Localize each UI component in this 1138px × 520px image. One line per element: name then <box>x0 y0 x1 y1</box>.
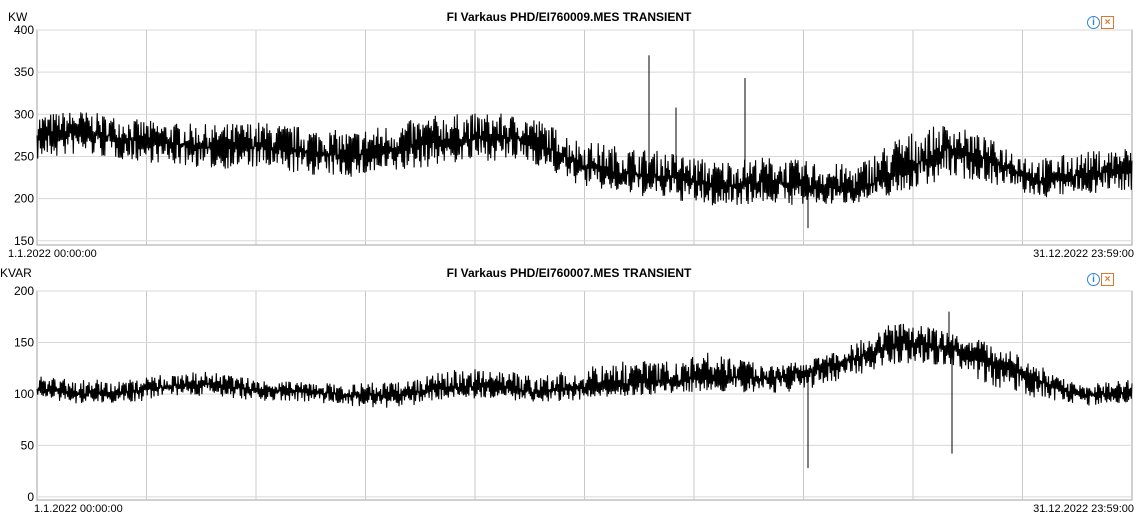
y-tick-label: 50 <box>21 438 35 452</box>
chart-panel-kw: 150 200 250 300 350 400 KW FI Varkaus PHD/EI7… <box>8 10 1134 260</box>
y-tick-label: 150 <box>14 234 34 248</box>
y-unit-label: KVAR <box>0 266 32 280</box>
series-line <box>36 323 1133 408</box>
close-icon[interactable]: × <box>1101 16 1114 29</box>
y-tick-label: 250 <box>14 149 34 163</box>
x-start-label: 1.1.2022 00:00:00 <box>8 248 97 260</box>
chart-title: FI Varkaus PHD/EI760007.MES TRANSIENT <box>446 266 692 280</box>
info-icon[interactable]: i <box>1087 273 1100 286</box>
kw-chart-svg: 150 200 250 300 350 400 <box>14 23 1133 248</box>
chart-title: FI Varkaus PHD/EI760009.MES TRANSIENT <box>446 10 692 24</box>
y-tick-label: 150 <box>14 335 34 349</box>
x-start-label: 1.1.2022 00:00:00 <box>34 503 123 515</box>
y-tick-label: 200 <box>14 284 34 298</box>
kvar-chart-svg: 0 50 100 150 200 <box>14 284 1133 504</box>
x-end-label: 31.12.2022 23:59:00 <box>1033 248 1134 260</box>
close-icon[interactable]: × <box>1101 273 1114 286</box>
y-tick-label: 100 <box>14 387 34 401</box>
y-tick-label: 350 <box>14 65 34 79</box>
series-line <box>36 112 1133 206</box>
chart-toolbar: i × <box>1087 273 1114 286</box>
chart-panel-kvar: 0 50 100 150 200 KVAR FI Varkaus PHD/EI76000… <box>0 262 1138 520</box>
y-tick-label: 300 <box>14 107 34 121</box>
y-unit-label: KW <box>8 10 28 24</box>
chart-toolbar: i × <box>1087 16 1114 29</box>
y-tick-label: 0 <box>27 490 34 504</box>
x-end-label: 31.12.2022 23:59:00 <box>1033 503 1134 515</box>
y-tick-label: 200 <box>14 192 34 206</box>
info-icon[interactable]: i <box>1087 16 1100 29</box>
y-tick-label: 400 <box>14 23 34 37</box>
